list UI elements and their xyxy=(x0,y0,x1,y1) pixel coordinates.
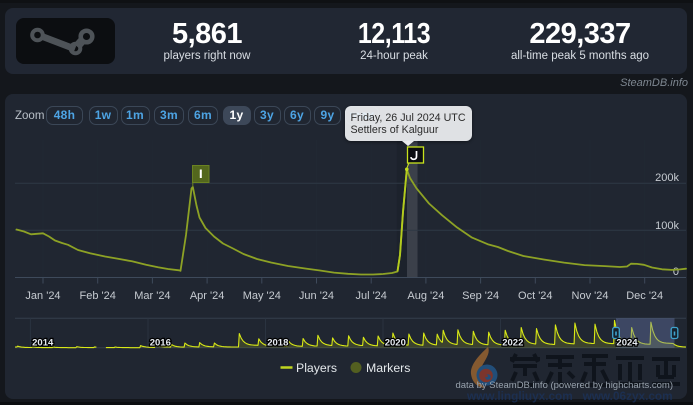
svg-text:2022: 2022 xyxy=(502,338,523,349)
svg-text:2014: 2014 xyxy=(32,338,54,349)
svg-text:2016: 2016 xyxy=(150,338,171,349)
svg-text:2020: 2020 xyxy=(385,338,406,349)
svg-text:2024: 2024 xyxy=(616,338,638,349)
svg-text:2018: 2018 xyxy=(267,338,288,349)
